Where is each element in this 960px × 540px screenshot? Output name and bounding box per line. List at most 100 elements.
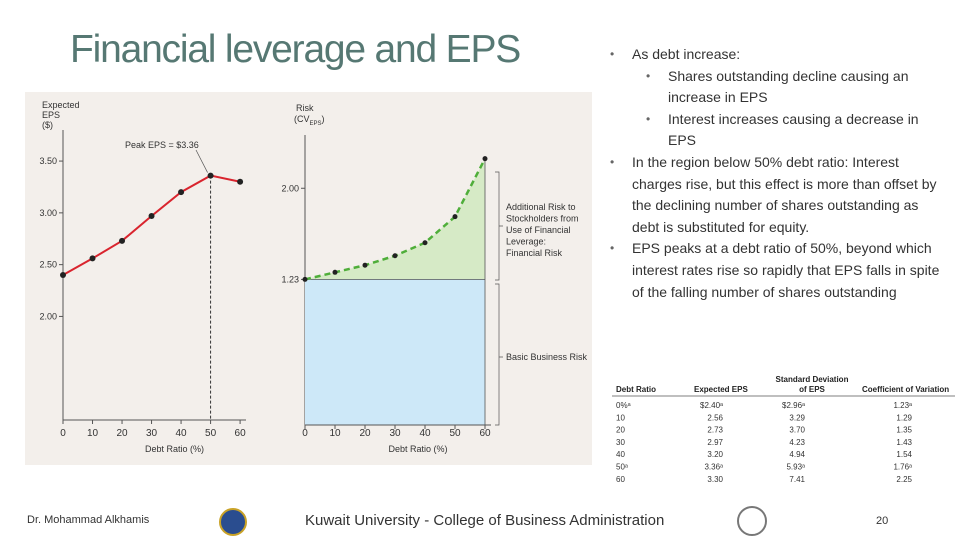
risk-annotation: Financial Risk bbox=[506, 248, 563, 258]
risk-annotation: Stockholders from bbox=[506, 214, 579, 224]
x-tick-label: 30 bbox=[146, 428, 158, 439]
risk-point bbox=[362, 262, 368, 268]
y-tick-label: 1.23 bbox=[281, 274, 299, 284]
eps-point bbox=[148, 212, 155, 219]
table-cell: 4.94 bbox=[789, 450, 805, 459]
x-tick-label: 20 bbox=[359, 428, 371, 439]
risk-point bbox=[392, 253, 398, 259]
risk-annotation: Use of Financial bbox=[506, 225, 571, 235]
risk-point bbox=[422, 240, 428, 246]
base-risk-annotation: Basic Business Risk bbox=[506, 352, 588, 362]
table-header-line: of EPS bbox=[799, 385, 825, 394]
y-axis-label: ($) bbox=[42, 120, 53, 130]
y-axis-label-part: EPS bbox=[310, 121, 322, 127]
y-tick-label: 2.50 bbox=[39, 260, 57, 270]
table-cell: 2.97 bbox=[707, 438, 723, 447]
y-tick-label: 2.00 bbox=[39, 311, 57, 321]
table-cell: 2.56 bbox=[707, 413, 723, 422]
bullet: EPS peaks at a debt ratio of 50%, beyond… bbox=[608, 238, 948, 303]
eps-point bbox=[89, 255, 96, 262]
x-tick-label: 50 bbox=[205, 428, 217, 439]
table-cell: 50ᵃ bbox=[616, 463, 629, 472]
sub-bullet: Interest increases causing a decrease in… bbox=[608, 109, 948, 152]
footer-institution: Kuwait University - College of Business … bbox=[305, 512, 665, 529]
eps-point bbox=[60, 272, 66, 278]
risk-annotation: Leverage: bbox=[506, 237, 546, 247]
x-axis-label: Debt Ratio (%) bbox=[145, 444, 204, 454]
table-cell: $2.40ᵃ bbox=[700, 401, 724, 410]
table-header: Standard Deviation of EPS bbox=[776, 375, 849, 394]
y-tick-label: 3.50 bbox=[39, 156, 57, 166]
bullet: As debt increase: bbox=[608, 44, 948, 66]
x-tick-label: 20 bbox=[116, 428, 128, 439]
table-cell: 20 bbox=[616, 426, 625, 435]
y-axis-label: Risk bbox=[296, 103, 314, 113]
x-tick-label: 60 bbox=[479, 428, 491, 439]
table-cell: 1.43 bbox=[896, 438, 912, 447]
x-tick-label: 0 bbox=[302, 428, 308, 439]
table-cell: 1.35 bbox=[896, 426, 912, 435]
risk-point bbox=[452, 214, 458, 220]
y-axis-label-part: (CV bbox=[294, 114, 310, 124]
eps-point bbox=[207, 172, 214, 179]
table-cell: 7.41 bbox=[789, 475, 805, 484]
slide-title: Financial leverage and EPS bbox=[70, 28, 521, 71]
table-cell: 5.93ᵃ bbox=[786, 463, 806, 472]
table-header-line: Standard Deviation bbox=[776, 375, 849, 384]
table-cell: 3.29 bbox=[789, 413, 805, 422]
table-cell: 3.70 bbox=[789, 426, 805, 435]
x-tick-label: 10 bbox=[329, 428, 341, 439]
table-cell: 4.23 bbox=[789, 438, 805, 447]
table-cell: 1.23ᵃ bbox=[893, 401, 913, 410]
table-cell: 2.73 bbox=[707, 426, 723, 435]
table-cell: 1.76ᵃ bbox=[893, 463, 913, 472]
x-tick-label: 30 bbox=[389, 428, 401, 439]
risk-point bbox=[482, 156, 488, 162]
y-axis-label: EPS bbox=[42, 110, 60, 120]
x-tick-label: 40 bbox=[419, 428, 431, 439]
table-cell: 3.36ᵃ bbox=[704, 463, 724, 472]
table-header: Expected EPS bbox=[694, 385, 748, 394]
financial-risk-area bbox=[305, 158, 485, 280]
x-tick-label: 50 bbox=[449, 428, 461, 439]
table-cell: 1.54 bbox=[896, 450, 912, 459]
table-cell: 40 bbox=[616, 450, 625, 459]
x-tick-label: 0 bbox=[60, 428, 66, 439]
table-cell: 1.29 bbox=[896, 413, 912, 422]
table-cell: 10 bbox=[616, 413, 625, 422]
table-cell: 2.25 bbox=[896, 475, 912, 484]
y-axis-label-part: ) bbox=[322, 114, 325, 124]
y-axis-label: Expected bbox=[42, 100, 80, 110]
university-logo bbox=[219, 508, 247, 536]
table-cell: 0%ᵃ bbox=[616, 401, 632, 410]
risk-annotation: Additional Risk to bbox=[506, 202, 576, 212]
annotation-leader bbox=[195, 149, 208, 173]
sub-bullet: Shares outstanding decline causing an in… bbox=[608, 66, 948, 109]
table-header: Debt Ratio bbox=[616, 385, 656, 394]
bullet-list: As debt increase:Shares outstanding decl… bbox=[608, 44, 948, 303]
risk-point bbox=[302, 276, 308, 282]
page-number: 20 bbox=[876, 515, 889, 527]
table-cell: 60 bbox=[616, 475, 625, 484]
table-header: Coefficient of Variation bbox=[862, 385, 949, 394]
eps-point bbox=[178, 189, 185, 196]
x-axis-label: Debt Ratio (%) bbox=[388, 444, 447, 454]
table-cell: 30 bbox=[616, 438, 625, 447]
peak-annotation: Peak EPS = $3.36 bbox=[125, 140, 199, 150]
table-cell: 3.30 bbox=[707, 475, 723, 484]
table-cell: $2.96ᵃ bbox=[782, 401, 806, 410]
y-tick-label: 2.00 bbox=[281, 183, 299, 193]
risk-point bbox=[332, 269, 338, 275]
college-logo bbox=[737, 506, 767, 536]
y-tick-label: 3.00 bbox=[39, 208, 57, 218]
x-tick-label: 60 bbox=[235, 428, 247, 439]
business-risk-area bbox=[305, 279, 485, 425]
footer-author: Dr. Mohammad Alkhamis bbox=[27, 514, 150, 526]
eps-point bbox=[237, 178, 244, 185]
eps-point bbox=[119, 237, 126, 244]
x-tick-label: 10 bbox=[87, 428, 99, 439]
bracket bbox=[495, 283, 503, 426]
